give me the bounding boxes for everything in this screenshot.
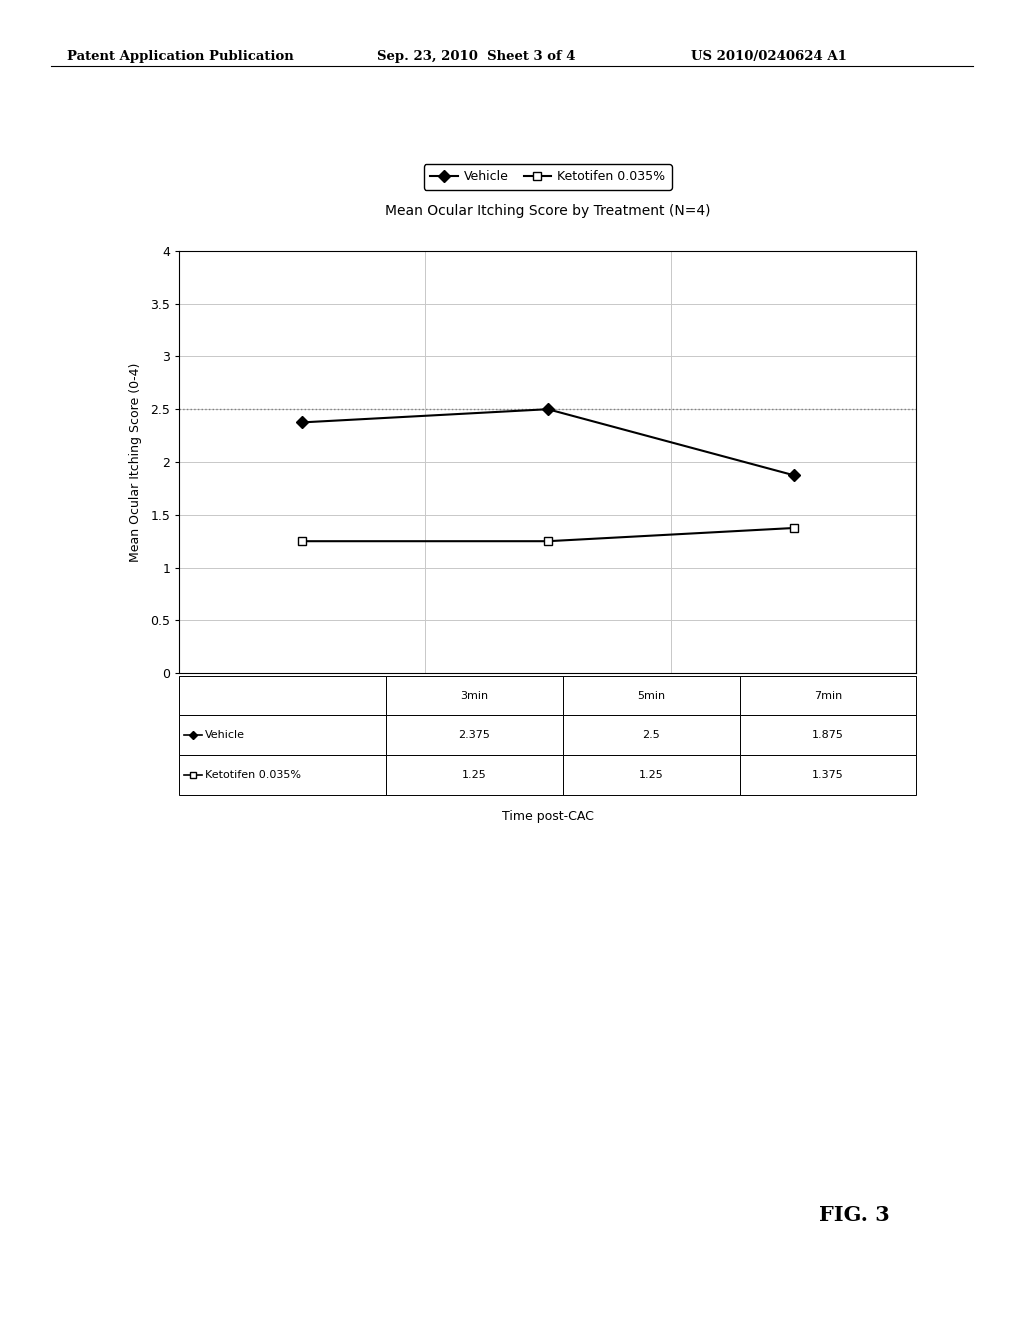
Text: 1.25: 1.25 [639, 770, 664, 780]
Text: Ketotifen 0.035%: Ketotifen 0.035% [205, 770, 301, 780]
Vehicle [542, 401, 554, 417]
Text: 1.25: 1.25 [462, 770, 486, 780]
Text: Mean Ocular Itching Score by Treatment (N=4): Mean Ocular Itching Score by Treatment (… [385, 203, 711, 218]
Text: Patent Application Publication: Patent Application Publication [67, 50, 293, 63]
Y-axis label: Mean Ocular Itching Score (0-4): Mean Ocular Itching Score (0-4) [129, 362, 142, 562]
Text: Vehicle: Vehicle [205, 730, 245, 741]
Ketotifen 0.035% [542, 533, 554, 549]
Text: Time post-CAC: Time post-CAC [502, 810, 594, 824]
Ketotifen 0.035% [787, 520, 800, 536]
Ketotifen 0.035% [296, 533, 308, 549]
Text: FIG. 3: FIG. 3 [819, 1205, 890, 1225]
Text: 1.875: 1.875 [812, 730, 844, 741]
Text: 3min: 3min [460, 690, 488, 701]
Text: 2.5: 2.5 [642, 730, 659, 741]
Legend: Vehicle, Ketotifen 0.035%: Vehicle, Ketotifen 0.035% [424, 164, 672, 190]
Text: 1.375: 1.375 [812, 770, 844, 780]
Text: 2.375: 2.375 [458, 730, 490, 741]
Vehicle [787, 467, 800, 483]
Text: 7min: 7min [814, 690, 842, 701]
Line: Vehicle: Vehicle [298, 405, 798, 479]
Line: Ketotifen 0.035%: Ketotifen 0.035% [298, 524, 798, 545]
Text: Sep. 23, 2010  Sheet 3 of 4: Sep. 23, 2010 Sheet 3 of 4 [377, 50, 575, 63]
Vehicle [296, 414, 308, 430]
Text: US 2010/0240624 A1: US 2010/0240624 A1 [691, 50, 847, 63]
Text: 5min: 5min [637, 690, 666, 701]
